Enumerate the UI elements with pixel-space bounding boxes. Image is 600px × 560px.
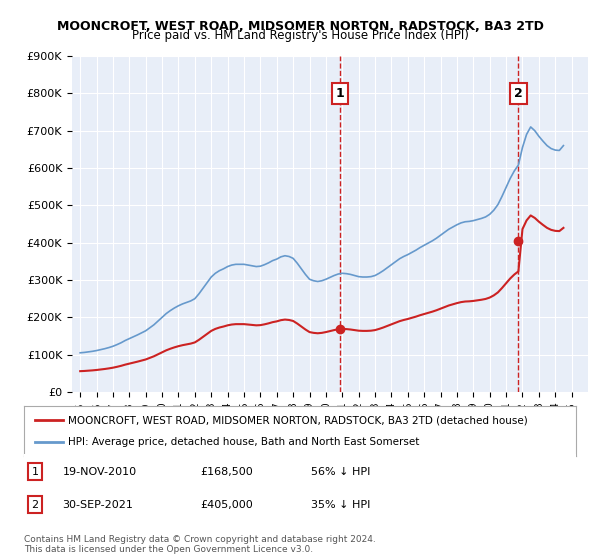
- Text: 1: 1: [336, 87, 344, 100]
- Text: £168,500: £168,500: [200, 467, 253, 477]
- Text: £405,000: £405,000: [200, 500, 253, 510]
- Text: 1: 1: [32, 467, 38, 477]
- Text: HPI: Average price, detached house, Bath and North East Somerset: HPI: Average price, detached house, Bath…: [68, 437, 419, 447]
- Text: Price paid vs. HM Land Registry's House Price Index (HPI): Price paid vs. HM Land Registry's House …: [131, 29, 469, 42]
- Text: 2: 2: [31, 500, 38, 510]
- Text: 35% ↓ HPI: 35% ↓ HPI: [311, 500, 370, 510]
- Text: MOONCROFT, WEST ROAD, MIDSOMER NORTON, RADSTOCK, BA3 2TD (detached house): MOONCROFT, WEST ROAD, MIDSOMER NORTON, R…: [68, 415, 528, 425]
- Text: Contains HM Land Registry data © Crown copyright and database right 2024.
This d: Contains HM Land Registry data © Crown c…: [24, 535, 376, 554]
- Text: 30-SEP-2021: 30-SEP-2021: [62, 500, 134, 510]
- Text: MOONCROFT, WEST ROAD, MIDSOMER NORTON, RADSTOCK, BA3 2TD: MOONCROFT, WEST ROAD, MIDSOMER NORTON, R…: [56, 20, 544, 32]
- Text: 2: 2: [514, 87, 523, 100]
- Text: 56% ↓ HPI: 56% ↓ HPI: [311, 467, 370, 477]
- Text: 19-NOV-2010: 19-NOV-2010: [62, 467, 137, 477]
